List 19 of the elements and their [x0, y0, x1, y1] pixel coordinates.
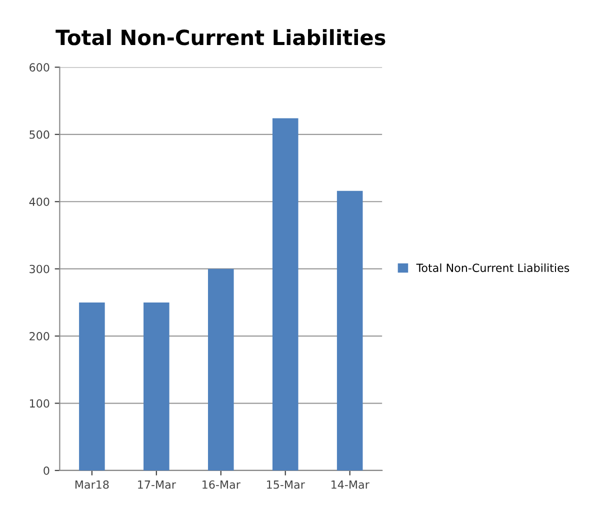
bar [144, 302, 170, 470]
x-tick-label: 14-Mar [332, 480, 370, 489]
chart-title: Total Non-Current Liabilities [56, 29, 386, 46]
y-tick-label: 300 [30, 264, 50, 274]
x-tick-label: Mar18 [75, 480, 109, 489]
x-tick-label: 17-Mar [138, 480, 176, 489]
y-tick-label: 200 [30, 332, 50, 340]
bar [79, 302, 105, 470]
bar [208, 268, 234, 470]
bar [272, 118, 298, 470]
y-tick-label: 600 [30, 63, 50, 72]
legend-label: Total Non-Current Liabilities [416, 263, 570, 272]
y-tick-label: 400 [29, 198, 50, 206]
y-tick-label: 500 [30, 130, 50, 139]
y-tick-label: 0 [44, 466, 50, 475]
x-tick-label: 16-Mar [202, 480, 240, 489]
x-tick-label: 15-Mar [267, 480, 305, 489]
y-tick-label: 100 [30, 399, 50, 408]
bar [336, 190, 363, 470]
